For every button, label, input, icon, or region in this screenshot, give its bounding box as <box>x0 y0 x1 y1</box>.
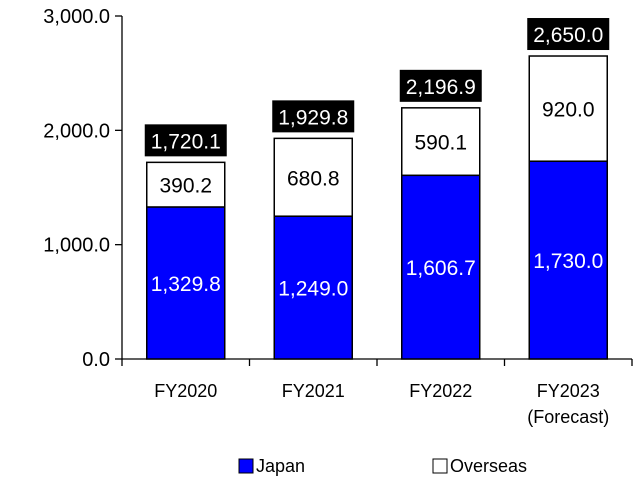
total-label-box <box>272 100 355 133</box>
x-tick-label: FY2023 <box>537 381 600 401</box>
legend-label-japan: Japan <box>256 456 305 476</box>
total-label: 2,650.0 <box>533 24 603 47</box>
bars: 1,329.8 390.2 1,720.1 1,249.0 680.8 1,929.8 1,… <box>144 18 610 360</box>
data-label-overseas: 590.1 <box>414 132 467 155</box>
total-label: 1,720.1 <box>151 130 221 153</box>
data-label-overseas: 920.0 <box>542 99 595 122</box>
data-label-overseas: 680.8 <box>287 167 340 190</box>
data-label-japan: 1,730.0 <box>533 250 603 273</box>
data-label-japan: 1,329.8 <box>151 273 221 296</box>
x-axis: FY2020 FY2021 FY2022 FY2023 (Forecast) <box>154 381 609 427</box>
bar-overseas <box>401 107 481 177</box>
x-tick-label: (Forecast) <box>527 407 609 427</box>
total-label-box <box>144 124 227 157</box>
bar-overseas <box>273 137 353 217</box>
y-tick-label: 2,000.0 <box>43 120 110 142</box>
bar-overseas <box>528 55 608 162</box>
y-tick-label: 1,000.0 <box>43 235 110 257</box>
legend-label-overseas: Overseas <box>450 456 527 476</box>
bar-japan <box>146 206 226 360</box>
y-tick-label: 0.0 <box>82 349 110 371</box>
legend-swatch-japan <box>238 458 254 474</box>
x-tick-label: FY2021 <box>282 381 345 401</box>
total-label: 1,929.8 <box>278 106 348 129</box>
data-label-japan: 1,249.0 <box>278 278 348 301</box>
y-tick-label: 3,000.0 <box>43 6 110 28</box>
bar-overseas <box>146 161 226 208</box>
x-tick-label: FY2020 <box>154 381 217 401</box>
bar-japan <box>273 215 353 360</box>
legend-swatch-overseas <box>432 458 448 474</box>
data-label-overseas: 390.2 <box>159 175 212 198</box>
total-label: 2,196.9 <box>406 76 476 99</box>
total-label-box <box>399 69 482 102</box>
data-label-japan: 1,606.7 <box>406 257 476 280</box>
x-tick-label: FY2022 <box>409 381 472 401</box>
bar-japan <box>528 160 608 360</box>
total-label-box <box>527 18 610 51</box>
legend: Japan Overseas <box>238 456 527 476</box>
